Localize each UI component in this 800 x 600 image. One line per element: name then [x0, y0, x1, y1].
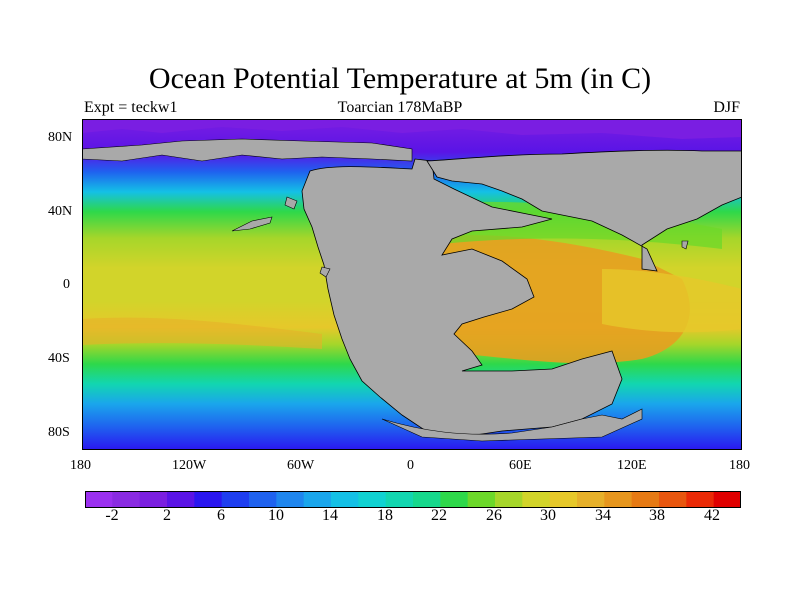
colorbar-cell	[631, 491, 660, 508]
island	[231, 216, 273, 232]
colorbar-label: 30	[540, 507, 556, 524]
colorbar-label: 6	[217, 507, 225, 524]
colorbar-label: 10	[268, 507, 284, 524]
colorbar-cell	[194, 491, 223, 508]
island	[319, 266, 331, 278]
laurasia-east-landmass	[426, 149, 742, 272]
colorbar-cell	[358, 491, 387, 508]
colorbar-cell	[139, 491, 168, 508]
colorbar-cell	[331, 491, 359, 508]
colorbar-cell	[577, 491, 605, 508]
x-tick-label: 60W	[287, 458, 315, 473]
colorbar-cell	[549, 491, 578, 508]
season-label: DJF	[713, 99, 740, 116]
colorbar-cell	[221, 491, 250, 508]
colorbar-cell	[604, 491, 633, 508]
colorbar-label: 2	[163, 507, 171, 524]
colorbar-cell	[167, 491, 195, 508]
colorbar-label: 42	[704, 507, 720, 524]
southern-band	[82, 317, 322, 349]
colorbar-cell	[659, 491, 687, 508]
pangaea-landmass	[301, 158, 623, 438]
colorbar-label: 14	[322, 507, 338, 524]
eastern-warm-pool	[602, 269, 742, 333]
x-tick-label: 180	[729, 458, 750, 473]
colorbar-cell	[276, 491, 305, 508]
sst-map	[82, 119, 742, 450]
colorbar-label: 18	[377, 507, 393, 524]
top-land-fringe	[82, 119, 742, 139]
colorbar-cell	[385, 491, 414, 508]
colorbar-cell	[249, 491, 277, 508]
x-tick-label: 60E	[509, 458, 532, 473]
x-tick-label: 0	[407, 458, 414, 473]
y-tick-label: 80S	[48, 425, 70, 440]
colorbar-label: -2	[105, 507, 119, 524]
colorbar-cell	[413, 491, 441, 508]
colorbar-label: 34	[595, 507, 611, 524]
colorbar-cell	[467, 491, 496, 508]
island	[681, 240, 689, 250]
colorbar-cell	[522, 491, 551, 508]
x-tick-label: 180	[70, 458, 91, 473]
y-tick-label: 40S	[48, 351, 70, 366]
colorbar-cell	[85, 491, 113, 508]
experiment-label: Expt = teckw1	[84, 99, 178, 116]
x-tick-label: 120E	[617, 458, 647, 473]
colorbar-cell	[112, 491, 141, 508]
colorbar-label: 22	[431, 507, 447, 524]
x-tick-label: 120W	[172, 458, 207, 473]
colorbar-cell	[440, 491, 469, 508]
page-title: Ocean Potential Temperature at 5m (in C)	[148, 62, 652, 95]
period-label: Toarcian 178MaBP	[337, 99, 463, 116]
y-tick-label: 40N	[48, 204, 73, 219]
colorbar-cell	[686, 491, 715, 508]
colorbar-cell	[303, 491, 332, 508]
colorbar-cell	[495, 491, 523, 508]
colorbar	[85, 491, 741, 508]
northern-coast-strip	[82, 138, 413, 162]
y-tick-label: 80N	[48, 130, 73, 145]
colorbar-label: 26	[486, 507, 502, 524]
island	[284, 196, 298, 210]
map-frame	[82, 119, 742, 450]
colorbar-label: 38	[649, 507, 665, 524]
colorbar-cell	[713, 491, 741, 508]
southern-land-fringe	[381, 408, 643, 442]
y-tick-label: 0	[63, 277, 70, 292]
